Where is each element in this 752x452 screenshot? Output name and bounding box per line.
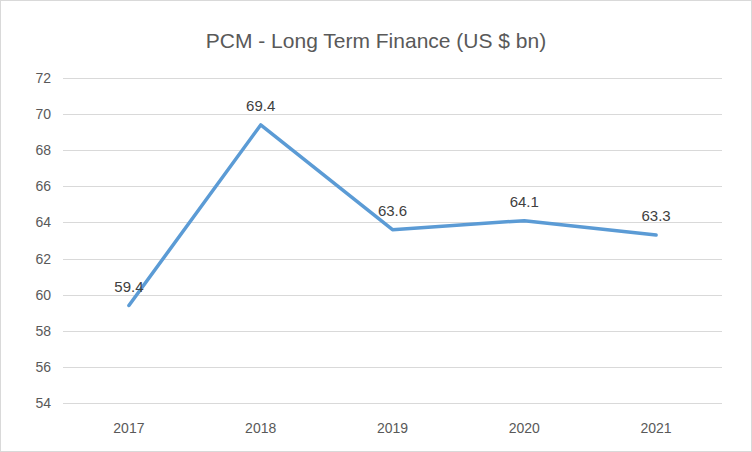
- x-tick-label: 2021: [641, 420, 672, 436]
- grid-line: [63, 367, 722, 368]
- y-tick-label: 54: [35, 395, 51, 411]
- data-label: 59.4: [114, 278, 143, 295]
- chart-border: [1, 1, 752, 452]
- grid-line: [63, 114, 722, 115]
- data-label: 63.6: [378, 202, 407, 219]
- x-tick-label: 2017: [113, 420, 144, 436]
- x-tick-label: 2019: [377, 420, 408, 436]
- y-tick-label: 64: [35, 214, 51, 230]
- chart-svg: PCM - Long Term Finance (US $ bn) 54 56 58 6…: [0, 0, 752, 452]
- x-tick-label: 2020: [509, 420, 540, 436]
- plot-area: [129, 125, 656, 306]
- x-tick-label: 2018: [245, 420, 276, 436]
- data-label: 69.4: [246, 97, 275, 114]
- data-label: 64.1: [510, 193, 539, 210]
- y-tick-label: 66: [35, 178, 51, 194]
- y-tick-label: 68: [35, 142, 51, 158]
- grid-line: [63, 222, 722, 223]
- grid-line: [63, 295, 722, 296]
- data-label: 63.3: [641, 207, 670, 224]
- y-tick-label: 56: [35, 359, 51, 375]
- x-axis-line: [63, 403, 722, 404]
- data-line: [129, 125, 656, 306]
- grid-line: [63, 78, 722, 79]
- y-tick-label: 60: [35, 287, 51, 303]
- y-tick-label: 72: [35, 70, 51, 86]
- y-tick-label: 58: [35, 323, 51, 339]
- grid-line: [63, 403, 722, 404]
- grid-line: [63, 186, 722, 187]
- grid-line: [63, 331, 722, 332]
- grid-line: [63, 150, 722, 151]
- y-tick-label: 62: [35, 251, 51, 267]
- chart-title: PCM - Long Term Finance (US $ bn): [206, 29, 546, 52]
- y-tick-label: 70: [35, 106, 51, 122]
- chart-container: PCM - Long Term Finance (US $ bn) 54 56 58 6…: [0, 0, 752, 452]
